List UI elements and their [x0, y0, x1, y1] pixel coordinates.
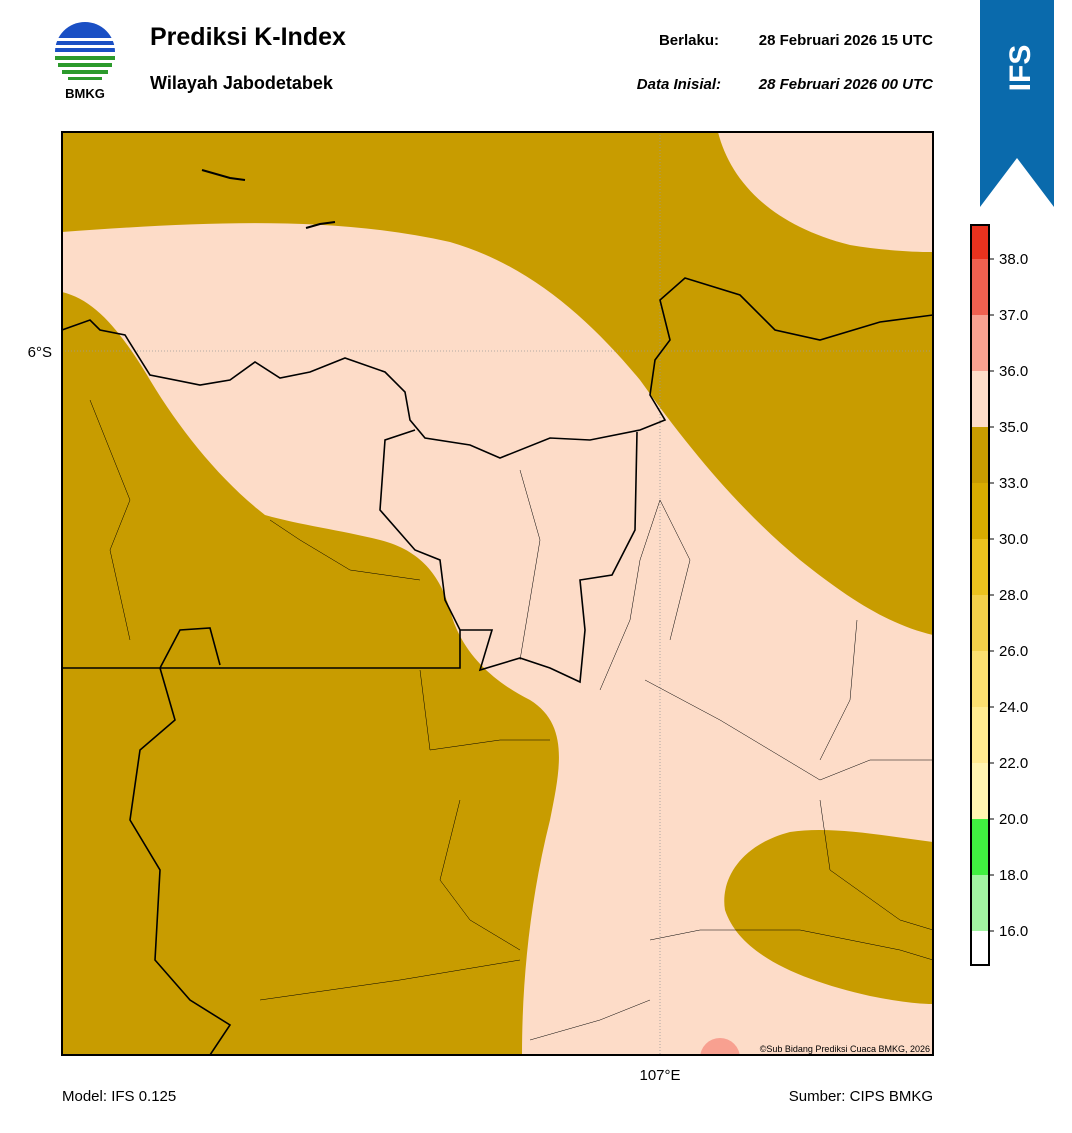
colorbar-tick-label: 33.0 — [999, 475, 1028, 492]
valid-label: Berlaku: — [659, 32, 719, 49]
kindex-35-36 — [62, 223, 933, 1055]
colorbar-tick-label: 35.0 — [999, 419, 1028, 436]
lon-label: 107°E — [639, 1067, 680, 1084]
colorbar: 16.0 18.0 20.0 22.0 24.0 26.0 28.0 30.0 33.0 35.0… — [970, 224, 1028, 966]
map: ©Sub Bidang Prediksi Cuaca BMKG, 2026 — [61, 131, 934, 1056]
colorbar-tick-label: 22.0 — [999, 755, 1028, 772]
province-border — [62, 429, 638, 1055]
colorbar-segment — [971, 483, 989, 539]
subtitle: Wilayah Jabodetabek — [150, 73, 334, 93]
init-time: 28 Februari 2026 00 UTC — [758, 76, 934, 93]
colorbar-tick-label: 38.0 — [999, 251, 1028, 268]
colorbar-segment — [971, 595, 989, 651]
colorbar-segment — [971, 259, 989, 315]
colorbar-tick-label: 37.0 — [999, 307, 1028, 324]
valid-time: 28 Februari 2026 15 UTC — [759, 32, 933, 49]
colorbar-segment — [971, 875, 989, 931]
colorbar-tick-label: 24.0 — [999, 699, 1028, 716]
ifs-ribbon — [980, 0, 1054, 207]
colorbar-tick-label: 26.0 — [999, 643, 1028, 660]
colorbar-segment — [971, 651, 989, 707]
lat-label: 6°S — [28, 344, 52, 361]
colorbar-segment — [971, 315, 989, 371]
colorbar-segment — [971, 427, 989, 483]
source: Sumber: CIPS BMKG — [789, 1088, 933, 1105]
colorbar-tick-label: 28.0 — [999, 587, 1028, 604]
logo-text: BMKG — [65, 86, 105, 101]
map-frame — [61, 131, 934, 1056]
bmkg-logo: BMKG — [55, 22, 115, 101]
copyright: ©Sub Bidang Prediksi Cuaca BMKG, 2026 — [760, 1044, 930, 1054]
kindex-33-35 — [724, 830, 933, 1004]
colorbar-tick-label: 20.0 — [999, 811, 1028, 828]
kindex-35-36 — [718, 132, 933, 252]
colorbar-tick-label: 36.0 — [999, 363, 1028, 380]
regency-border — [89, 399, 933, 1041]
model: Model: IFS 0.125 — [62, 1088, 176, 1105]
colorbar-segment — [971, 539, 989, 595]
coastline — [62, 277, 933, 459]
colorbar-segment — [971, 707, 989, 763]
colorbar-segment — [971, 763, 989, 819]
colorbar-tick-label: 18.0 — [999, 867, 1028, 884]
colorbar-tick-label: 16.0 — [999, 923, 1028, 940]
colorbar-segment — [971, 931, 989, 965]
init-label: Data Inisial: — [637, 76, 721, 93]
colorbar-segment — [971, 371, 989, 427]
kindex-36-37 — [700, 1038, 740, 1055]
ifs-badge: IFS — [1004, 45, 1037, 92]
colorbar-segment — [971, 225, 989, 259]
title: Prediksi K-Index — [150, 23, 346, 51]
colorbar-tick-label: 30.0 — [999, 531, 1028, 548]
colorbar-segment — [971, 819, 989, 875]
islands — [201, 169, 336, 229]
